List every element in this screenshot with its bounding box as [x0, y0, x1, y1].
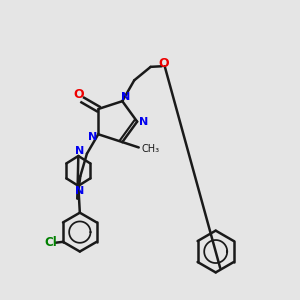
Text: N: N [75, 186, 85, 196]
Text: N: N [121, 92, 130, 102]
Text: O: O [73, 88, 84, 101]
Text: O: O [159, 57, 170, 70]
Text: N: N [75, 146, 85, 157]
Text: Cl: Cl [44, 236, 57, 249]
Text: N: N [88, 132, 98, 142]
Text: N: N [139, 117, 148, 127]
Text: CH₃: CH₃ [142, 144, 160, 154]
